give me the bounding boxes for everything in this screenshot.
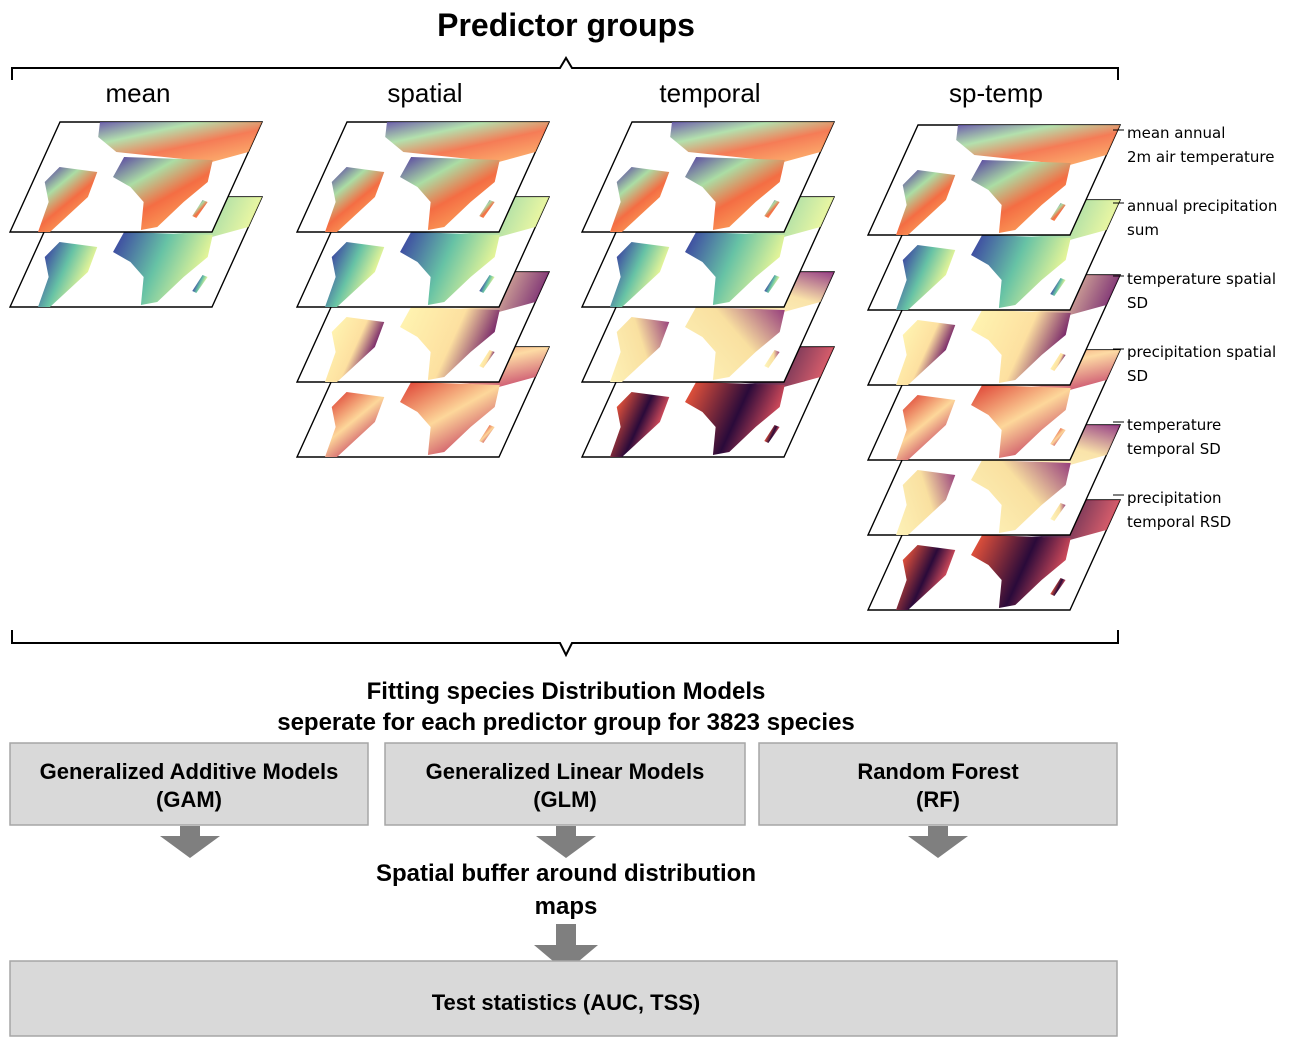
layer-label: temporal SD xyxy=(1127,440,1221,458)
layer-label: sum xyxy=(1127,221,1159,239)
buffer-line: maps xyxy=(535,893,598,920)
layer-label: temperature xyxy=(1127,416,1221,434)
arrow xyxy=(908,826,968,858)
model-abbr: (GLM) xyxy=(533,787,597,812)
layer-label: annual precipitation xyxy=(1127,197,1277,215)
model-name: Random Forest xyxy=(857,759,1019,784)
layer-label: temporal RSD xyxy=(1127,513,1231,531)
diagram: Predictor groups mean annual 2m air tempe… xyxy=(0,0,1306,1037)
model-boxes: Generalized Additive Models (GAM) Generali… xyxy=(10,743,1117,858)
arrow xyxy=(536,826,596,858)
group-label: sp-temp xyxy=(949,78,1043,108)
layer-label: 2m air temperature xyxy=(1127,148,1275,166)
model-box xyxy=(759,743,1117,825)
model-abbr: (RF) xyxy=(916,787,960,812)
model-box xyxy=(10,743,368,825)
layer-label: precipitation xyxy=(1127,489,1222,507)
layer-labels: mean annual 2m air temperature annual prec… xyxy=(1113,124,1277,531)
arrow xyxy=(160,826,220,858)
layer-label: temperature spatial xyxy=(1127,270,1276,288)
brace-top xyxy=(12,58,1118,80)
layer-label: SD xyxy=(1127,294,1148,312)
layer-label: SD xyxy=(1127,367,1148,385)
group-label: spatial xyxy=(387,78,462,108)
fitting-line: seperate for each predictor group for 38… xyxy=(277,709,855,736)
layer-label: precipitation spatial xyxy=(1127,343,1276,361)
model-box xyxy=(385,743,745,825)
model-abbr: (GAM) xyxy=(156,787,222,812)
buffer-line: Spatial buffer around distribution xyxy=(376,860,756,887)
layer-label: mean annual xyxy=(1127,124,1225,142)
map-stacks xyxy=(10,122,1120,610)
test-text: Test statistics (AUC, TSS) xyxy=(432,990,701,1015)
title: Predictor groups xyxy=(437,7,695,43)
model-name: Generalized Additive Models xyxy=(40,759,339,784)
group-label: temporal xyxy=(659,78,760,108)
group-label: mean xyxy=(105,78,170,108)
model-name: Generalized Linear Models xyxy=(426,759,705,784)
brace-bottom xyxy=(12,630,1118,655)
fitting-line: Fitting species Distribution Models xyxy=(367,678,766,705)
